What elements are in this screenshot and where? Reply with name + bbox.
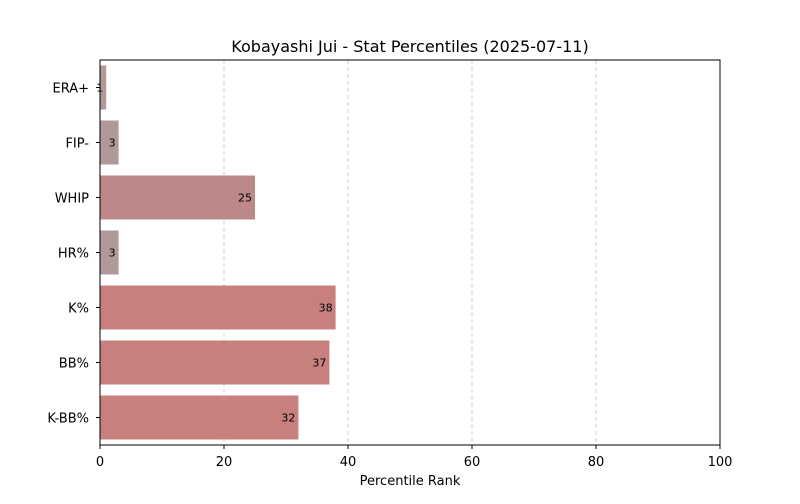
y-tick-label: BB%	[59, 357, 89, 372]
grid-lines	[223, 60, 597, 445]
plot-frame	[99, 59, 721, 446]
bars	[100, 65, 336, 440]
bar	[100, 340, 330, 385]
x-axis-label: Percentile Rank	[360, 474, 461, 489]
y-tick-label: K%	[68, 302, 89, 317]
x-tick-label: 80	[588, 455, 605, 470]
y-tick-label: HR%	[58, 247, 89, 262]
y-tick-label: K-BB%	[47, 412, 89, 427]
bar-value-label: 38	[319, 302, 333, 315]
bar-value-label: 3	[109, 137, 116, 150]
x-tick-label: 60	[464, 455, 481, 470]
bar	[100, 395, 299, 440]
y-tick-label: ERA+	[52, 82, 89, 97]
bar	[100, 175, 255, 220]
bar	[100, 285, 336, 330]
y-tick-label: WHIP	[55, 192, 89, 207]
x-tick-label: 0	[96, 455, 104, 470]
y-tick-label: FIP-	[65, 137, 89, 152]
bar-value-label: 32	[281, 412, 295, 425]
bar-value-label: 25	[238, 192, 252, 205]
y-axis: ERA+ FIP- WHIP HR% K% BB% K-BB%	[47, 82, 100, 427]
bar	[100, 65, 107, 110]
x-axis: 0 20 40 60 80 100	[96, 445, 733, 470]
bar	[100, 120, 119, 165]
bar	[100, 230, 119, 275]
bar-value-label: 37	[312, 357, 326, 370]
x-tick-label: 100	[708, 455, 733, 470]
chart-title: Kobayashi Jui - Stat Percentiles (2025-0…	[231, 37, 588, 56]
x-tick-label: 40	[340, 455, 357, 470]
bar-value-label: 3	[109, 247, 116, 260]
x-tick-label: 20	[216, 455, 233, 470]
